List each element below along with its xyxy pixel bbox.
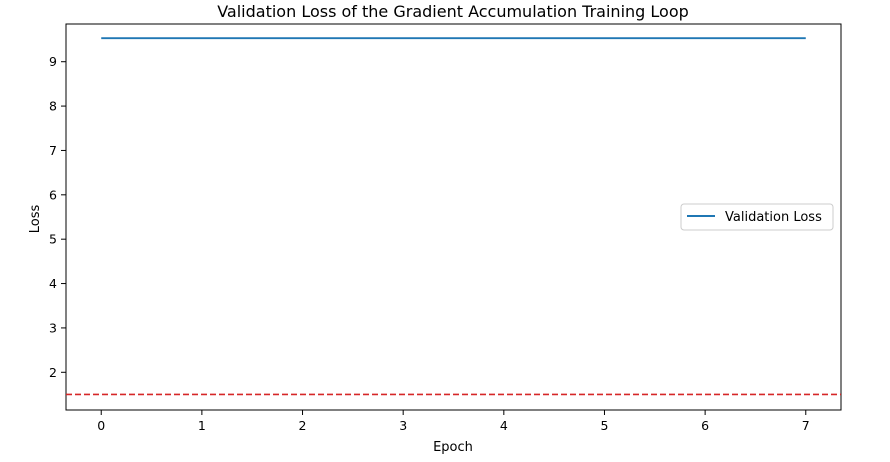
y-tick-label: 8	[49, 99, 57, 114]
x-tick-label: 3	[399, 418, 407, 433]
legend-label: Validation Loss	[725, 210, 822, 225]
x-axis-label: Epoch	[433, 440, 473, 455]
y-tick-label: 2	[49, 365, 57, 380]
y-tick-label: 3	[49, 320, 57, 335]
x-axis: 0 1 2 3 4 5 6 7	[97, 410, 810, 433]
y-tick-label: 5	[49, 232, 57, 247]
y-tick-label: 6	[49, 187, 57, 202]
x-tick-label: 4	[500, 418, 508, 433]
y-axis: 2 3 4 5 6 7 8 9	[49, 54, 66, 380]
chart-title: Validation Loss of the Gradient Accumula…	[217, 2, 689, 21]
x-tick-label: 6	[701, 418, 709, 433]
legend: Validation Loss	[680, 203, 834, 231]
x-tick-label: 0	[97, 418, 105, 433]
x-tick-label: 7	[802, 418, 810, 433]
y-tick-label: 7	[49, 143, 57, 158]
x-tick-label: 5	[600, 418, 608, 433]
x-tick-label: 1	[198, 418, 206, 433]
y-tick-label: 4	[49, 276, 57, 291]
y-axis-label: Loss	[28, 205, 43, 234]
x-tick-label: 2	[299, 418, 307, 433]
y-tick-label: 9	[49, 54, 57, 69]
legend-box	[680, 203, 834, 231]
